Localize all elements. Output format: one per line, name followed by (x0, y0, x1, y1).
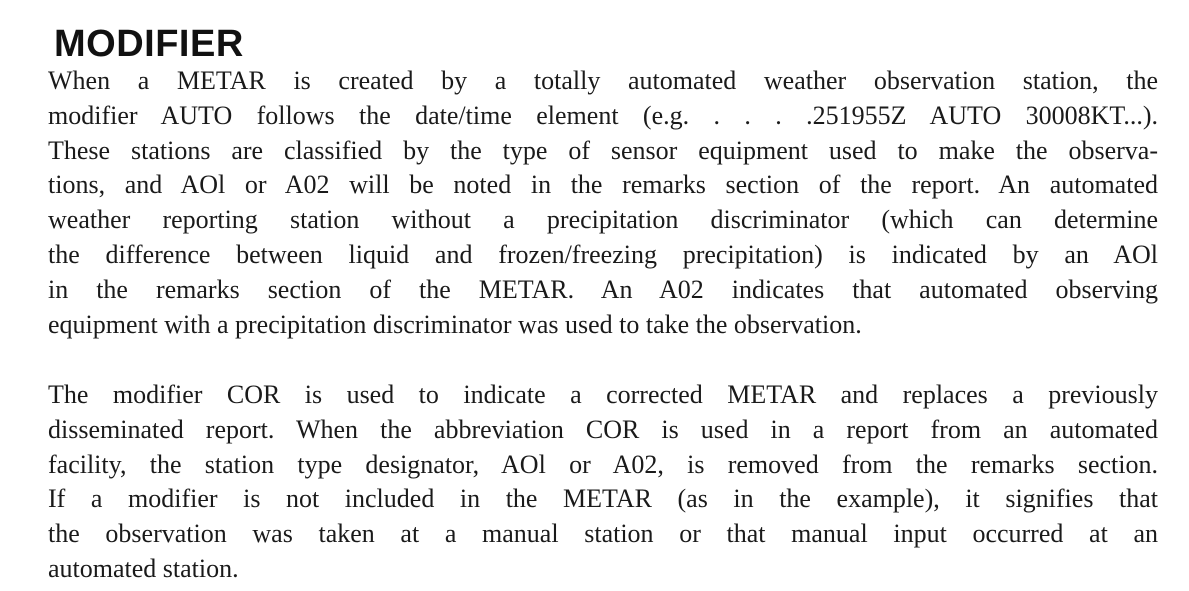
text-line: modifier AUTO follows the date/time elem… (48, 100, 1158, 130)
text-line: These stations are classified by the typ… (48, 135, 1158, 165)
text-line: facility, the station type designator, A… (48, 449, 1158, 479)
text-line: If a modifier is not included in the MET… (48, 484, 1158, 514)
text-line: automated station. (48, 553, 239, 583)
text-line: The modifier COR is used to indicate a c… (48, 380, 1158, 409)
text-line: the difference between liquid and frozen… (48, 239, 1158, 269)
paragraph-auto-modifier: When a METAR is created by a totally aut… (48, 64, 1158, 342)
section-heading: MODIFIER (54, 23, 244, 65)
text-line: in the remarks section of the METAR. An … (48, 274, 1158, 304)
text-line: weather reporting station without a prec… (48, 205, 1158, 235)
text-line: disseminated report. When the abbreviati… (48, 414, 1158, 444)
paragraph-cor-modifier: The modifier COR is used to indicate a c… (48, 378, 1158, 587)
text-line: When a METAR is created by a totally aut… (48, 66, 1158, 95)
text-line: tions, and AOl or A02 will be noted in t… (48, 170, 1158, 200)
text-line: equipment with a precipitation discrimin… (48, 309, 862, 339)
text-line: the observation was taken at a manual st… (48, 519, 1158, 549)
